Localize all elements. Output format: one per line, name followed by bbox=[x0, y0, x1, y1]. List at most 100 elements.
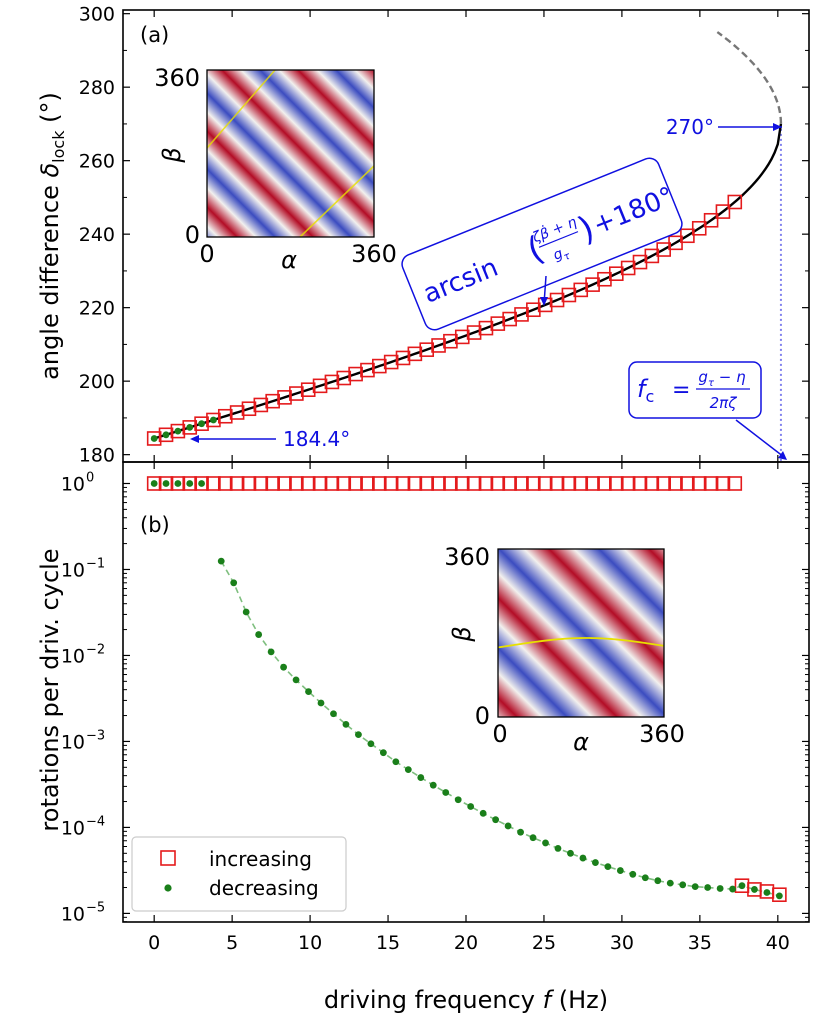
inset-b-xlabel: α bbox=[573, 728, 589, 756]
increasing-marker bbox=[407, 346, 423, 362]
decreasing-marker bbox=[150, 480, 158, 487]
increasing-marker bbox=[182, 476, 198, 491]
increasing-marker bbox=[772, 887, 787, 903]
inset-a-xtick-max: 360 bbox=[351, 240, 397, 268]
inset-a-ytick-max: 360 bbox=[154, 64, 200, 92]
panel-a: 180 200 220 240 260 280 300 (a) angle differen… bbox=[36, 4, 810, 467]
fc-denominator: 2πζ bbox=[710, 394, 738, 412]
increasing-marker bbox=[715, 476, 731, 491]
panel-b-xtick-label: 30 bbox=[610, 932, 634, 954]
increasing-marker bbox=[348, 476, 363, 491]
decreasing-marker bbox=[174, 427, 182, 435]
increasing-marker bbox=[502, 476, 517, 491]
decreasing-marker bbox=[616, 867, 624, 874]
decreasing-marker bbox=[567, 849, 574, 857]
decreasing-marker bbox=[542, 839, 549, 847]
increasing-marker bbox=[194, 416, 209, 431]
increasing-marker bbox=[312, 476, 328, 491]
increasing-marker bbox=[277, 390, 292, 405]
increasing-marker bbox=[466, 325, 482, 340]
decreasing-marker bbox=[738, 882, 746, 890]
inset-a-frame bbox=[206, 69, 375, 238]
increasing-marker bbox=[229, 476, 245, 491]
decreasing-marker bbox=[504, 822, 512, 830]
decreasing-marker bbox=[442, 789, 450, 796]
decreasing-guide-line bbox=[220, 560, 780, 897]
panel-b-markers bbox=[146, 476, 787, 903]
increasing-marker bbox=[490, 476, 506, 491]
increasing-marker bbox=[324, 374, 340, 390]
legend-increasing-label: increasing bbox=[209, 847, 312, 871]
inset-b-contour bbox=[497, 637, 665, 649]
panel-b-xtick-label: 20 bbox=[454, 932, 478, 954]
fc-box-frame bbox=[628, 361, 762, 419]
increasing-marker bbox=[727, 194, 743, 210]
decreasing-marker bbox=[162, 431, 170, 439]
decreasing-marker bbox=[198, 480, 205, 487]
increasing-marker bbox=[549, 476, 565, 491]
inset-a-ytick-min: 0 bbox=[185, 221, 200, 249]
increasing-marker bbox=[419, 342, 435, 357]
increasing-marker bbox=[206, 412, 221, 428]
inset-b-xtick-max: 360 bbox=[639, 720, 685, 748]
panel-b-ytick-exponent: −3 bbox=[86, 728, 105, 743]
panel-b-xtick-label: 25 bbox=[532, 932, 556, 954]
panel-b: 10 010 −110 −210 −310 −410 −50 5 10 15 20 25 30 35 40 … bbox=[36, 461, 810, 1014]
increasing-marker bbox=[656, 476, 671, 491]
increasing-marker bbox=[573, 282, 589, 298]
increasing-marker bbox=[395, 350, 411, 366]
increasing-marker bbox=[241, 476, 257, 491]
decreasing-marker bbox=[679, 881, 687, 889]
increasing-marker bbox=[277, 476, 292, 491]
decreasing-marker bbox=[604, 863, 612, 871]
increasing-marker bbox=[490, 316, 506, 331]
increasing-marker bbox=[526, 302, 541, 318]
increasing-marker bbox=[158, 427, 174, 443]
decreasing-marker bbox=[579, 854, 587, 862]
decreasing-marker bbox=[716, 885, 724, 892]
panel-b-ytick-label: 10 bbox=[61, 731, 85, 753]
panel-a-ytick-label: 280 bbox=[79, 77, 115, 99]
decreasing-marker bbox=[217, 557, 225, 565]
decreasing-marker bbox=[479, 809, 487, 817]
panel-b-ytick-exponent: −4 bbox=[86, 814, 105, 829]
panel-b-ytick-label: 10 bbox=[61, 645, 85, 667]
inset-b-xtick-min: 0 bbox=[492, 720, 507, 748]
panel-b-ytick-label: 10 bbox=[61, 817, 85, 839]
increasing-marker bbox=[585, 277, 600, 292]
increasing-marker bbox=[265, 393, 280, 409]
panel-a-ylabel: angle difference δlock (°) bbox=[36, 92, 68, 380]
increasing-marker bbox=[194, 476, 209, 491]
panel-b-ytick-exponent: −5 bbox=[86, 900, 105, 915]
decreasing-marker bbox=[280, 663, 287, 671]
decreasing-marker bbox=[666, 879, 674, 887]
panel-a-ytick-label: 180 bbox=[79, 445, 115, 467]
formula-arrow-head bbox=[540, 297, 548, 306]
increasing-marker bbox=[289, 476, 304, 491]
increasing-marker bbox=[265, 476, 280, 491]
increasing-marker bbox=[585, 476, 600, 491]
decreasing-marker bbox=[305, 688, 312, 695]
legend: increasing decreasing bbox=[131, 836, 347, 912]
increasing-marker bbox=[526, 476, 541, 491]
fc-box: fc = gτ − η 2πζ bbox=[628, 361, 762, 419]
decreasing-marker bbox=[342, 720, 350, 728]
panel-b-ylabel: rotations per driv. cycle bbox=[36, 548, 64, 831]
unstable-branch bbox=[716, 31, 783, 124]
increasing-marker bbox=[561, 476, 577, 491]
panel-b-xtick-label: 5 bbox=[226, 932, 238, 954]
fc-equals: = bbox=[672, 378, 690, 403]
legend-decreasing-marker bbox=[164, 884, 172, 892]
inset-a-xtick-min: 0 bbox=[199, 240, 214, 268]
increasing-marker bbox=[146, 476, 162, 491]
inset-b-frame bbox=[497, 548, 665, 718]
decreasing-marker bbox=[654, 877, 662, 885]
increasing-marker bbox=[182, 420, 198, 435]
increasing-marker bbox=[324, 476, 340, 491]
inset-a-xlabel: α bbox=[281, 246, 297, 274]
increasing-marker bbox=[466, 476, 482, 491]
increasing-marker bbox=[691, 220, 707, 236]
increasing-marker bbox=[537, 476, 553, 491]
decreasing-marker bbox=[392, 758, 400, 766]
formula-box: arcsin ( ζβ̇ + η gτ ) +180° bbox=[401, 157, 683, 331]
